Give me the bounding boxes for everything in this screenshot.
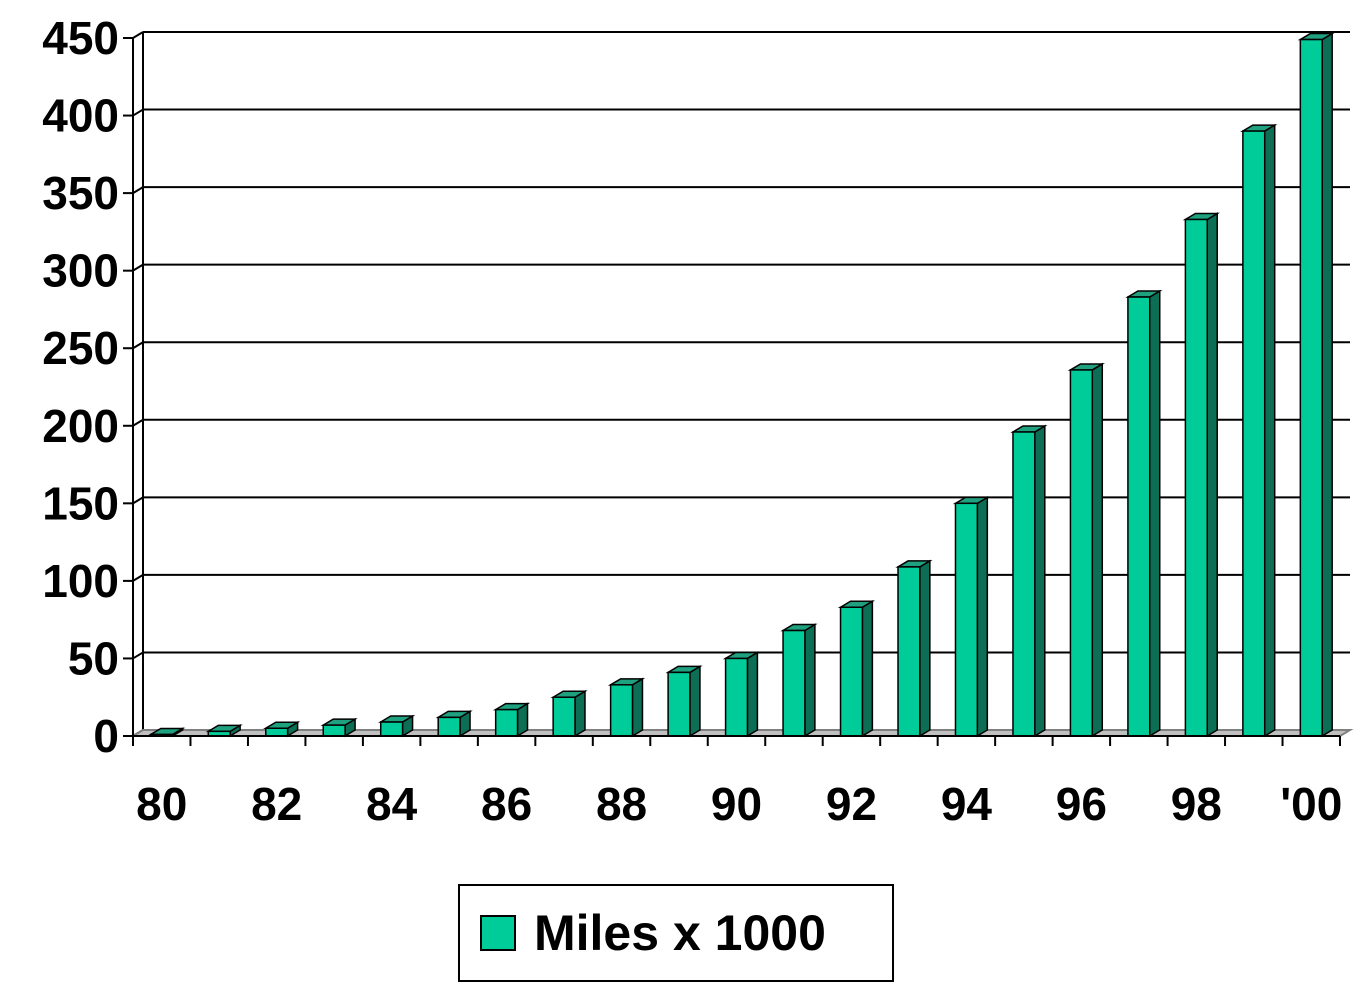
bar: [780, 623, 818, 738]
bar: [378, 714, 416, 738]
y-tick-label: 100: [42, 555, 119, 607]
y-tick-labels: 0 50 100 150 200 250 300 350 400 450: [42, 12, 119, 762]
bar-side: [631, 677, 644, 738]
gridlines: [129, 31, 1354, 737]
gridline-diag: [132, 186, 144, 194]
bar-front: [1184, 218, 1208, 737]
y-tick-label: 450: [42, 12, 119, 64]
bar: [607, 677, 646, 738]
bar: [1240, 123, 1278, 738]
bar: [1125, 289, 1163, 738]
y-tick-label: 300: [42, 245, 119, 297]
gridline-diag: [132, 263, 144, 272]
bar-front: [667, 671, 691, 737]
legend-swatch: [480, 915, 516, 951]
y-tick-label: 400: [42, 90, 119, 142]
bar-front: [609, 684, 634, 737]
x-tick-label: '00: [1280, 778, 1342, 830]
bar-side: [1091, 362, 1104, 738]
bar-side: [1263, 123, 1276, 738]
bar: [952, 496, 991, 738]
bar-side: [976, 496, 989, 738]
x-tick-label: 80: [136, 778, 187, 830]
x-tick-label: 94: [941, 778, 993, 830]
bar: [837, 599, 876, 738]
bar-front: [1012, 431, 1036, 737]
bar-side: [746, 651, 759, 738]
bar-side: [574, 689, 586, 738]
x-tick-labels: 80 82 84 86 88 90 92 94 96 98 '00: [136, 778, 1342, 830]
bar-front: [897, 566, 921, 737]
x-tick-label: 98: [1171, 778, 1222, 830]
bar-front: [265, 727, 289, 737]
bar-front: [1242, 130, 1266, 737]
bar-front: [1127, 296, 1151, 737]
gridline-diag: [132, 31, 144, 39]
bar: [435, 710, 473, 738]
bars: [148, 32, 1335, 738]
bar-side: [919, 559, 931, 738]
y-tick-label: 200: [42, 400, 119, 452]
y-tick-label: 150: [42, 477, 119, 529]
bar-side: [861, 599, 874, 738]
bar-side: [1149, 289, 1161, 738]
bar-front: [552, 696, 576, 737]
bar-side: [1034, 424, 1046, 738]
bar: [1010, 424, 1048, 738]
y-tick-label: 350: [42, 167, 119, 219]
x-tick-label: 86: [481, 778, 532, 830]
bar-front: [782, 629, 806, 737]
gridline-diag: [132, 574, 144, 582]
bar: [895, 559, 933, 738]
x-tick-label: 84: [366, 778, 418, 830]
x-tick-label: 90: [711, 778, 762, 830]
bar: [492, 702, 531, 738]
bar-side: [1206, 212, 1218, 738]
bar-side: [689, 665, 701, 738]
bar: [1182, 212, 1220, 738]
bar: [205, 724, 243, 738]
gridline-diag: [132, 496, 144, 505]
bar: [320, 717, 358, 738]
bar-front: [437, 716, 461, 737]
bar-front: [322, 724, 346, 737]
legend: Miles x 1000: [458, 884, 894, 982]
bar: [1067, 362, 1105, 738]
bar-chart: 0 50 100 150 200 250 300 350 400 450 80 82 84 86 88 90…: [42, 12, 1354, 830]
bar-front: [379, 721, 404, 737]
legend-label: Miles x 1000: [534, 905, 826, 961]
y-tick-label: 0: [93, 710, 119, 762]
bar-side: [1321, 32, 1333, 738]
y-tick-label: 250: [42, 322, 119, 374]
x-tick-label: 88: [596, 778, 647, 830]
gridline-diag: [132, 341, 144, 350]
bar-front: [494, 708, 519, 737]
bar: [722, 651, 761, 738]
bar-front: [1069, 369, 1094, 737]
x-tick-label: 96: [1056, 778, 1107, 830]
bar-front: [724, 657, 749, 737]
bar: [1297, 32, 1335, 738]
x-tick-label: 92: [826, 778, 877, 830]
x-tick-label: 82: [251, 778, 302, 830]
bar-front: [839, 606, 864, 737]
gridline-diag: [132, 418, 144, 427]
bar: [665, 665, 703, 738]
axes: [123, 37, 1341, 746]
bar: [550, 689, 588, 738]
gridline-diag: [132, 651, 144, 660]
bar-front: [1299, 38, 1323, 737]
bar-front: [954, 502, 979, 737]
bar-side: [804, 623, 816, 738]
gridline-diag: [132, 108, 144, 117]
y-tick-label: 50: [68, 632, 119, 684]
